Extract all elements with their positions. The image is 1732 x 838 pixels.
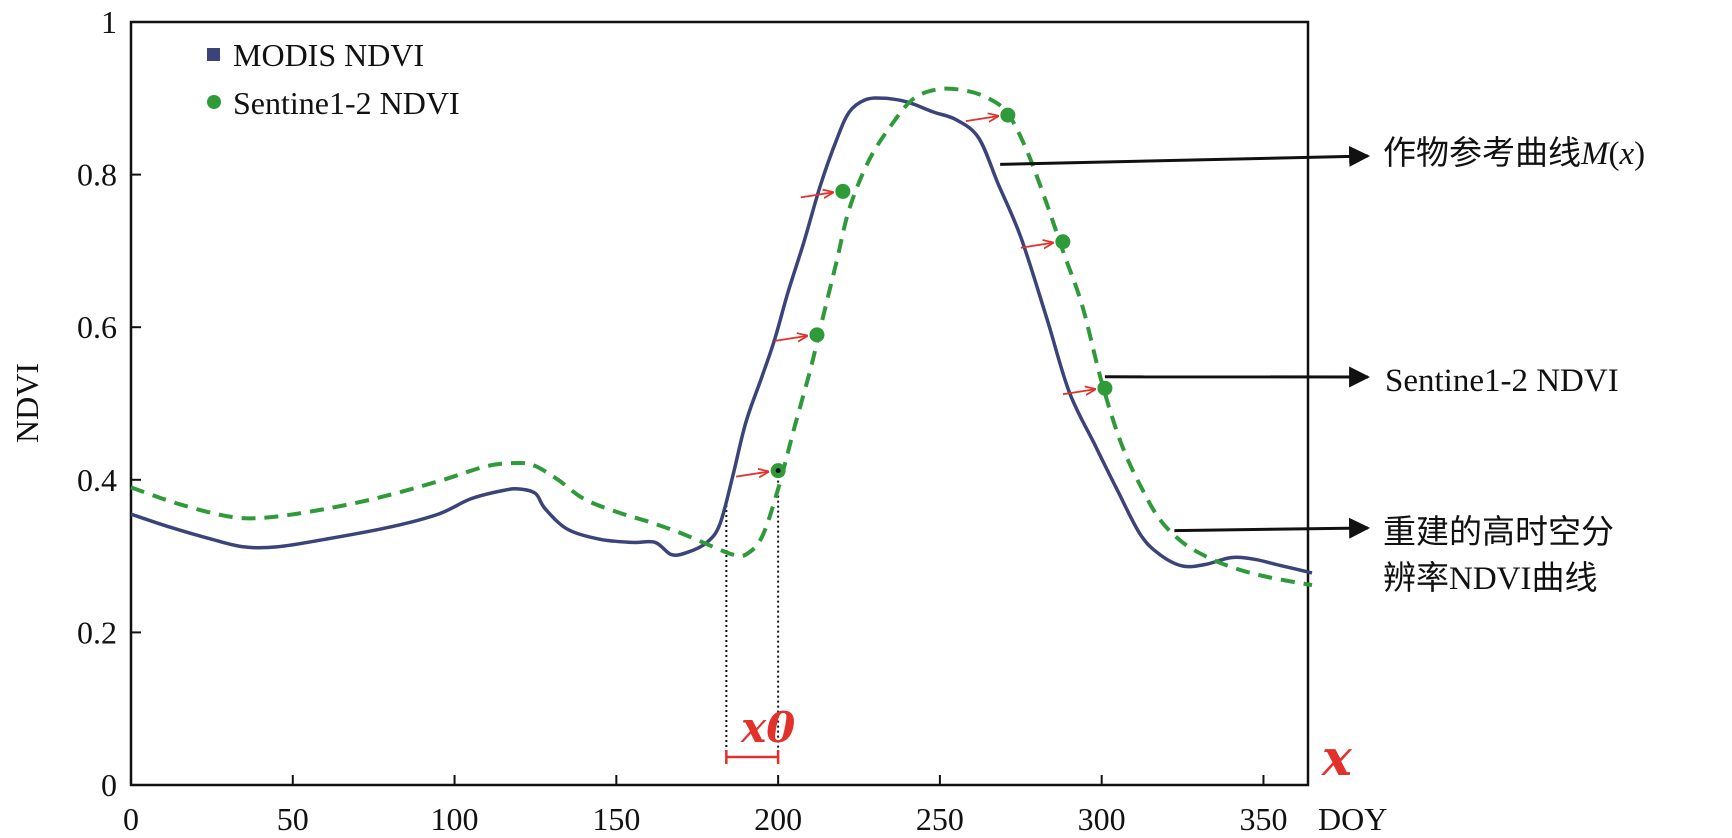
x0-shift-label: x0	[740, 703, 795, 752]
shift-arrow	[774, 336, 807, 341]
x-axis-symbol: x	[1321, 728, 1353, 787]
sentinel-sample-point	[809, 327, 825, 343]
legend-label-sentinel: Sentine1-2 NDVI	[233, 85, 460, 121]
x-tick-label: 0	[123, 801, 139, 837]
annotation-reconstructed-line2: 辨率NDVI曲线	[1383, 560, 1597, 597]
shift-arrow	[735, 472, 768, 477]
annotation-reconstructed-line1: 重建的高时空分	[1383, 514, 1614, 551]
x-tick-label: 150	[592, 801, 640, 837]
legend-swatch-sentinel	[207, 95, 221, 109]
shift-arrow	[965, 116, 998, 121]
legend: MODIS NDVI Sentine1-2 NDVI	[207, 37, 460, 121]
sentinel-sample-point	[835, 183, 851, 199]
x-tick-label: 200	[754, 801, 802, 837]
y-tick-label: 0.2	[77, 614, 117, 650]
y-tick-label: 0	[101, 767, 117, 803]
axis-tick-labels: 0 50 100 150 200 250 300 350 0 0.2 0.4 0.6 0.8 1	[77, 4, 1287, 837]
sentinel-ndvi-line	[130, 86, 1313, 588]
sentinel-sample-point	[1000, 107, 1016, 123]
y-axis-title: NDVI	[9, 363, 45, 443]
annotation-arrow	[1174, 517, 1371, 539]
sample-points	[770, 107, 1113, 479]
x-tick-label: 250	[916, 801, 964, 837]
modis-ndvi-line	[130, 96, 1313, 575]
y-tick-label: 0.6	[77, 309, 117, 345]
legend-label-modis: MODIS NDVI	[233, 37, 424, 73]
y-tick-label: 0.8	[77, 157, 117, 193]
sentinel-sample-point	[1097, 380, 1113, 396]
x-tick-label: 100	[431, 801, 479, 837]
annotation-arrows	[1000, 145, 1371, 539]
annotation-arrow	[1000, 145, 1371, 167]
shift-guides	[725, 470, 780, 764]
y-tick-label: 1	[101, 4, 117, 40]
shift-arrow	[800, 192, 833, 197]
x-tick-label: 300	[1078, 801, 1126, 837]
axis-ticks	[130, 21, 1265, 786]
y-tick-label: 0.4	[77, 462, 117, 498]
annotation-sentinel: Sentine1-2 NDVI	[1385, 363, 1619, 399]
sample-point-center	[775, 468, 781, 474]
annotation-reference-curve: 作物参考曲线M(x)	[1383, 135, 1645, 172]
sentinel-sample-point	[1055, 234, 1071, 250]
legend-swatch-modis	[207, 48, 220, 61]
shift-arrow	[1062, 389, 1095, 394]
shift-arrow	[1020, 243, 1053, 248]
x-axis-unit-label: DOY	[1318, 801, 1387, 837]
shift-arrows	[735, 116, 1095, 477]
x-tick-label: 350	[1239, 801, 1287, 837]
x-tick-label: 50	[277, 801, 309, 837]
plot-frame	[129, 20, 1310, 787]
series-lines	[130, 86, 1313, 588]
